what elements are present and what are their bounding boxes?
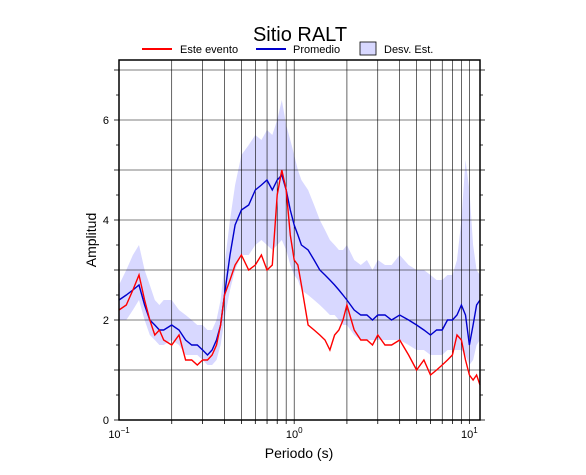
chart-title: Sitio RALT [253, 24, 347, 46]
series-line-promedio [118, 173, 481, 357]
plot-frame [118, 59, 481, 421]
legend-label-promedio: Promedio [293, 44, 340, 56]
std-dev-band [119, 100, 480, 365]
legend-swatch-desv-est [359, 41, 377, 56]
x-tick-label: 100 [286, 426, 303, 441]
axis-ticks: 0 2 4 6 10−1 100 101 [103, 69, 485, 441]
series-line-este-evento [118, 169, 481, 386]
y-tick-label: 4 [103, 215, 109, 227]
y-axis-label: Amplitud [83, 213, 99, 267]
y-tick-label: 2 [103, 315, 109, 327]
x-axis-label: Periodo (s) [265, 445, 333, 461]
legend: Este evento Promedio Desv. Est. [142, 41, 433, 56]
y-tick-label: 0 [103, 415, 109, 427]
y-tick-label: 6 [103, 115, 109, 127]
legend-label-este-evento: Este evento [180, 44, 238, 56]
plot-area [118, 59, 481, 421]
x-tick-label: 10−1 [108, 426, 130, 441]
x-tick-label: 101 [461, 426, 478, 441]
legend-label-desv-est: Desv. Est. [384, 44, 433, 56]
